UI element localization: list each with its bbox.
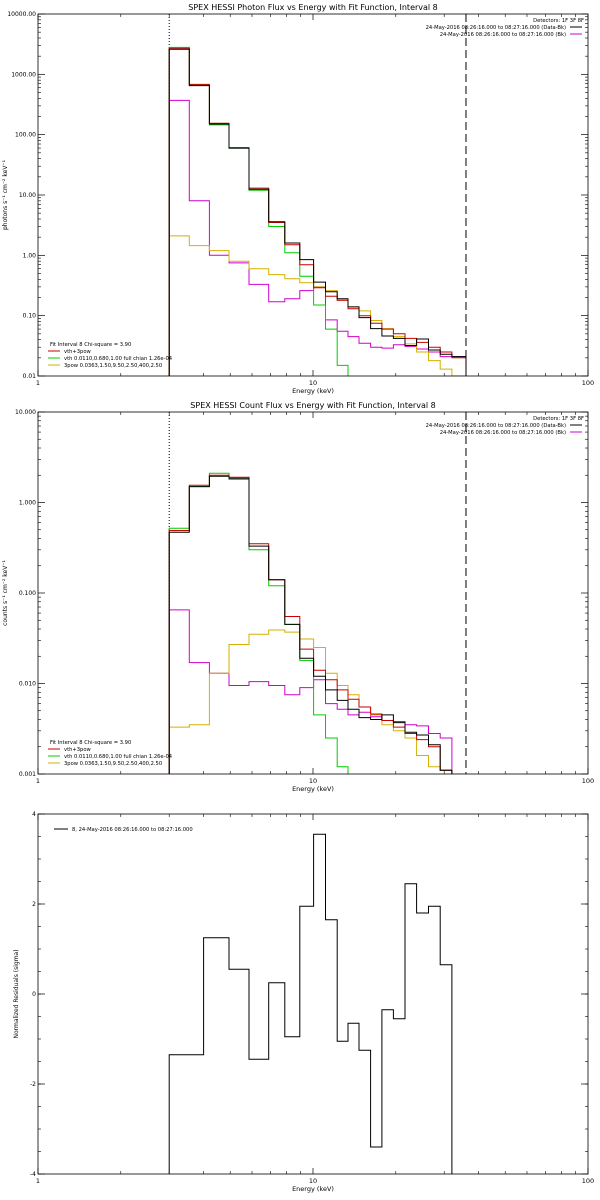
legend-top-entry: Detectors: 1F 3F 8F — [533, 416, 584, 422]
y-tick-label: -4 — [30, 1171, 36, 1178]
legend-bottom-entry: Fit Interval 8 Chi-square = 3.90 — [50, 740, 131, 746]
panel-count: SPEX HESSI Count Flux vs Energy with Fit… — [2, 401, 594, 793]
panel-residuals: Energy (keV) Normalized Residuals (sigma)… — [13, 811, 594, 1193]
series-fit — [168, 474, 453, 774]
y-axis-label: photons s⁻¹ cm⁻² keV⁻¹ — [2, 159, 9, 230]
x-tick-label: 100 — [582, 1177, 594, 1185]
x-tick-label: 10 — [309, 1177, 317, 1185]
series-bk — [168, 609, 453, 774]
y-tick-label: 10.00 — [19, 192, 36, 199]
legend-top-entry: Detectors: 1F 3F 8F — [533, 18, 584, 24]
legend-bottom-entry: vth+3pow — [64, 747, 92, 753]
x-tick-label: 100 — [582, 379, 594, 387]
x-tick-label: 1 — [36, 777, 40, 785]
legend-bottom-entry: vth+3pow — [64, 349, 92, 355]
legend-bottom-entry: 3pow 0.0363,1.50,9.50,2.50,400,2.50 — [64, 363, 162, 369]
y-tick-label: 0.10 — [23, 313, 37, 320]
series-fit — [168, 47, 467, 376]
legend-top-entry: 24-May-2016 08:26:16.000 to 08:27:16.000… — [440, 430, 566, 436]
legend-top-entry: 24-May-2016 08:26:16.000 to 08:27:16.000… — [440, 32, 566, 38]
y-tick-label: 0.01 — [23, 373, 37, 380]
x-tick-label: 10 — [309, 379, 317, 387]
x-axis-label: Energy (keV) — [292, 387, 334, 395]
y-tick-label: 0.010 — [19, 681, 36, 688]
series-bk — [168, 99, 467, 376]
legend-bottom-entry: 3pow 0.0363,1.50,9.50,2.50,400,2.50 — [64, 761, 162, 767]
legend-bottom-entry: vth 0.0110,0.680,1.00 full chian 1.26e-0… — [64, 356, 173, 362]
series-vth — [168, 472, 453, 774]
y-tick-label: 2 — [32, 901, 36, 908]
plot-frame — [37, 13, 589, 377]
y-tick-label: 10.000 — [15, 409, 36, 416]
y-tick-label: 1.000 — [19, 500, 36, 507]
x-tick-label: 10 — [309, 777, 317, 785]
series-3pow — [168, 235, 466, 376]
series-data-bk — [168, 48, 467, 376]
y-tick-label: 0.100 — [19, 590, 36, 597]
panel-photon: SPEX HESSI Photon Flux vs Energy with Fi… — [2, 3, 594, 395]
y-tick-label: 0.001 — [19, 771, 36, 778]
y-tick-label: 4 — [32, 811, 36, 818]
series-data-bk — [168, 475, 453, 774]
x-axis-label: Energy (keV) — [292, 1185, 334, 1193]
y-tick-label: 10000.00 — [7, 11, 36, 18]
y-tick-label: 1.00 — [23, 252, 37, 259]
x-tick-label: 100 — [582, 777, 594, 785]
chart-title: SPEX HESSI Count Flux vs Energy with Fit… — [190, 401, 435, 410]
legend-bottom-entry: Fit Interval 8 Chi-square = 3.90 — [50, 342, 131, 348]
x-axis-label: Energy (keV) — [292, 785, 334, 793]
series-3pow — [168, 629, 466, 774]
legend-top-entry: 24-May-2016 08:26:16.000 to 08:27:16.000… — [426, 423, 566, 429]
y-tick-label: -2 — [30, 1081, 36, 1088]
x-tick-label: 1 — [36, 379, 40, 387]
y-axis-label: Normalized Residuals (sigma) — [13, 949, 20, 1038]
x-tick-label: 1 — [36, 1177, 40, 1185]
plot-frame — [37, 813, 589, 1175]
legend-top-entry: 24-May-2016 08:26:16.000 to 08:27:16.000… — [426, 25, 566, 31]
series-vth — [168, 46, 467, 376]
y-tick-label: 1000.00 — [11, 71, 36, 78]
plot-frame — [37, 411, 589, 775]
y-axis-label: counts s⁻¹ cm⁻² keV⁻¹ — [2, 560, 9, 626]
y-tick-label: 100.00 — [15, 132, 36, 139]
y-tick-label: 0 — [32, 991, 36, 998]
chart-title: SPEX HESSI Photon Flux vs Energy with Fi… — [188, 3, 438, 12]
legend-bottom-entry: vth 0.0110,0.680,1.00 full chian 1.26e-0… — [64, 754, 173, 760]
legend-entry: 8, 24-May-2016 08:26:16.000 to 08:27:16.… — [72, 827, 193, 833]
series-8-24-may-2016-08-26-16-000-to-08-27-16-000 — [168, 833, 453, 1174]
